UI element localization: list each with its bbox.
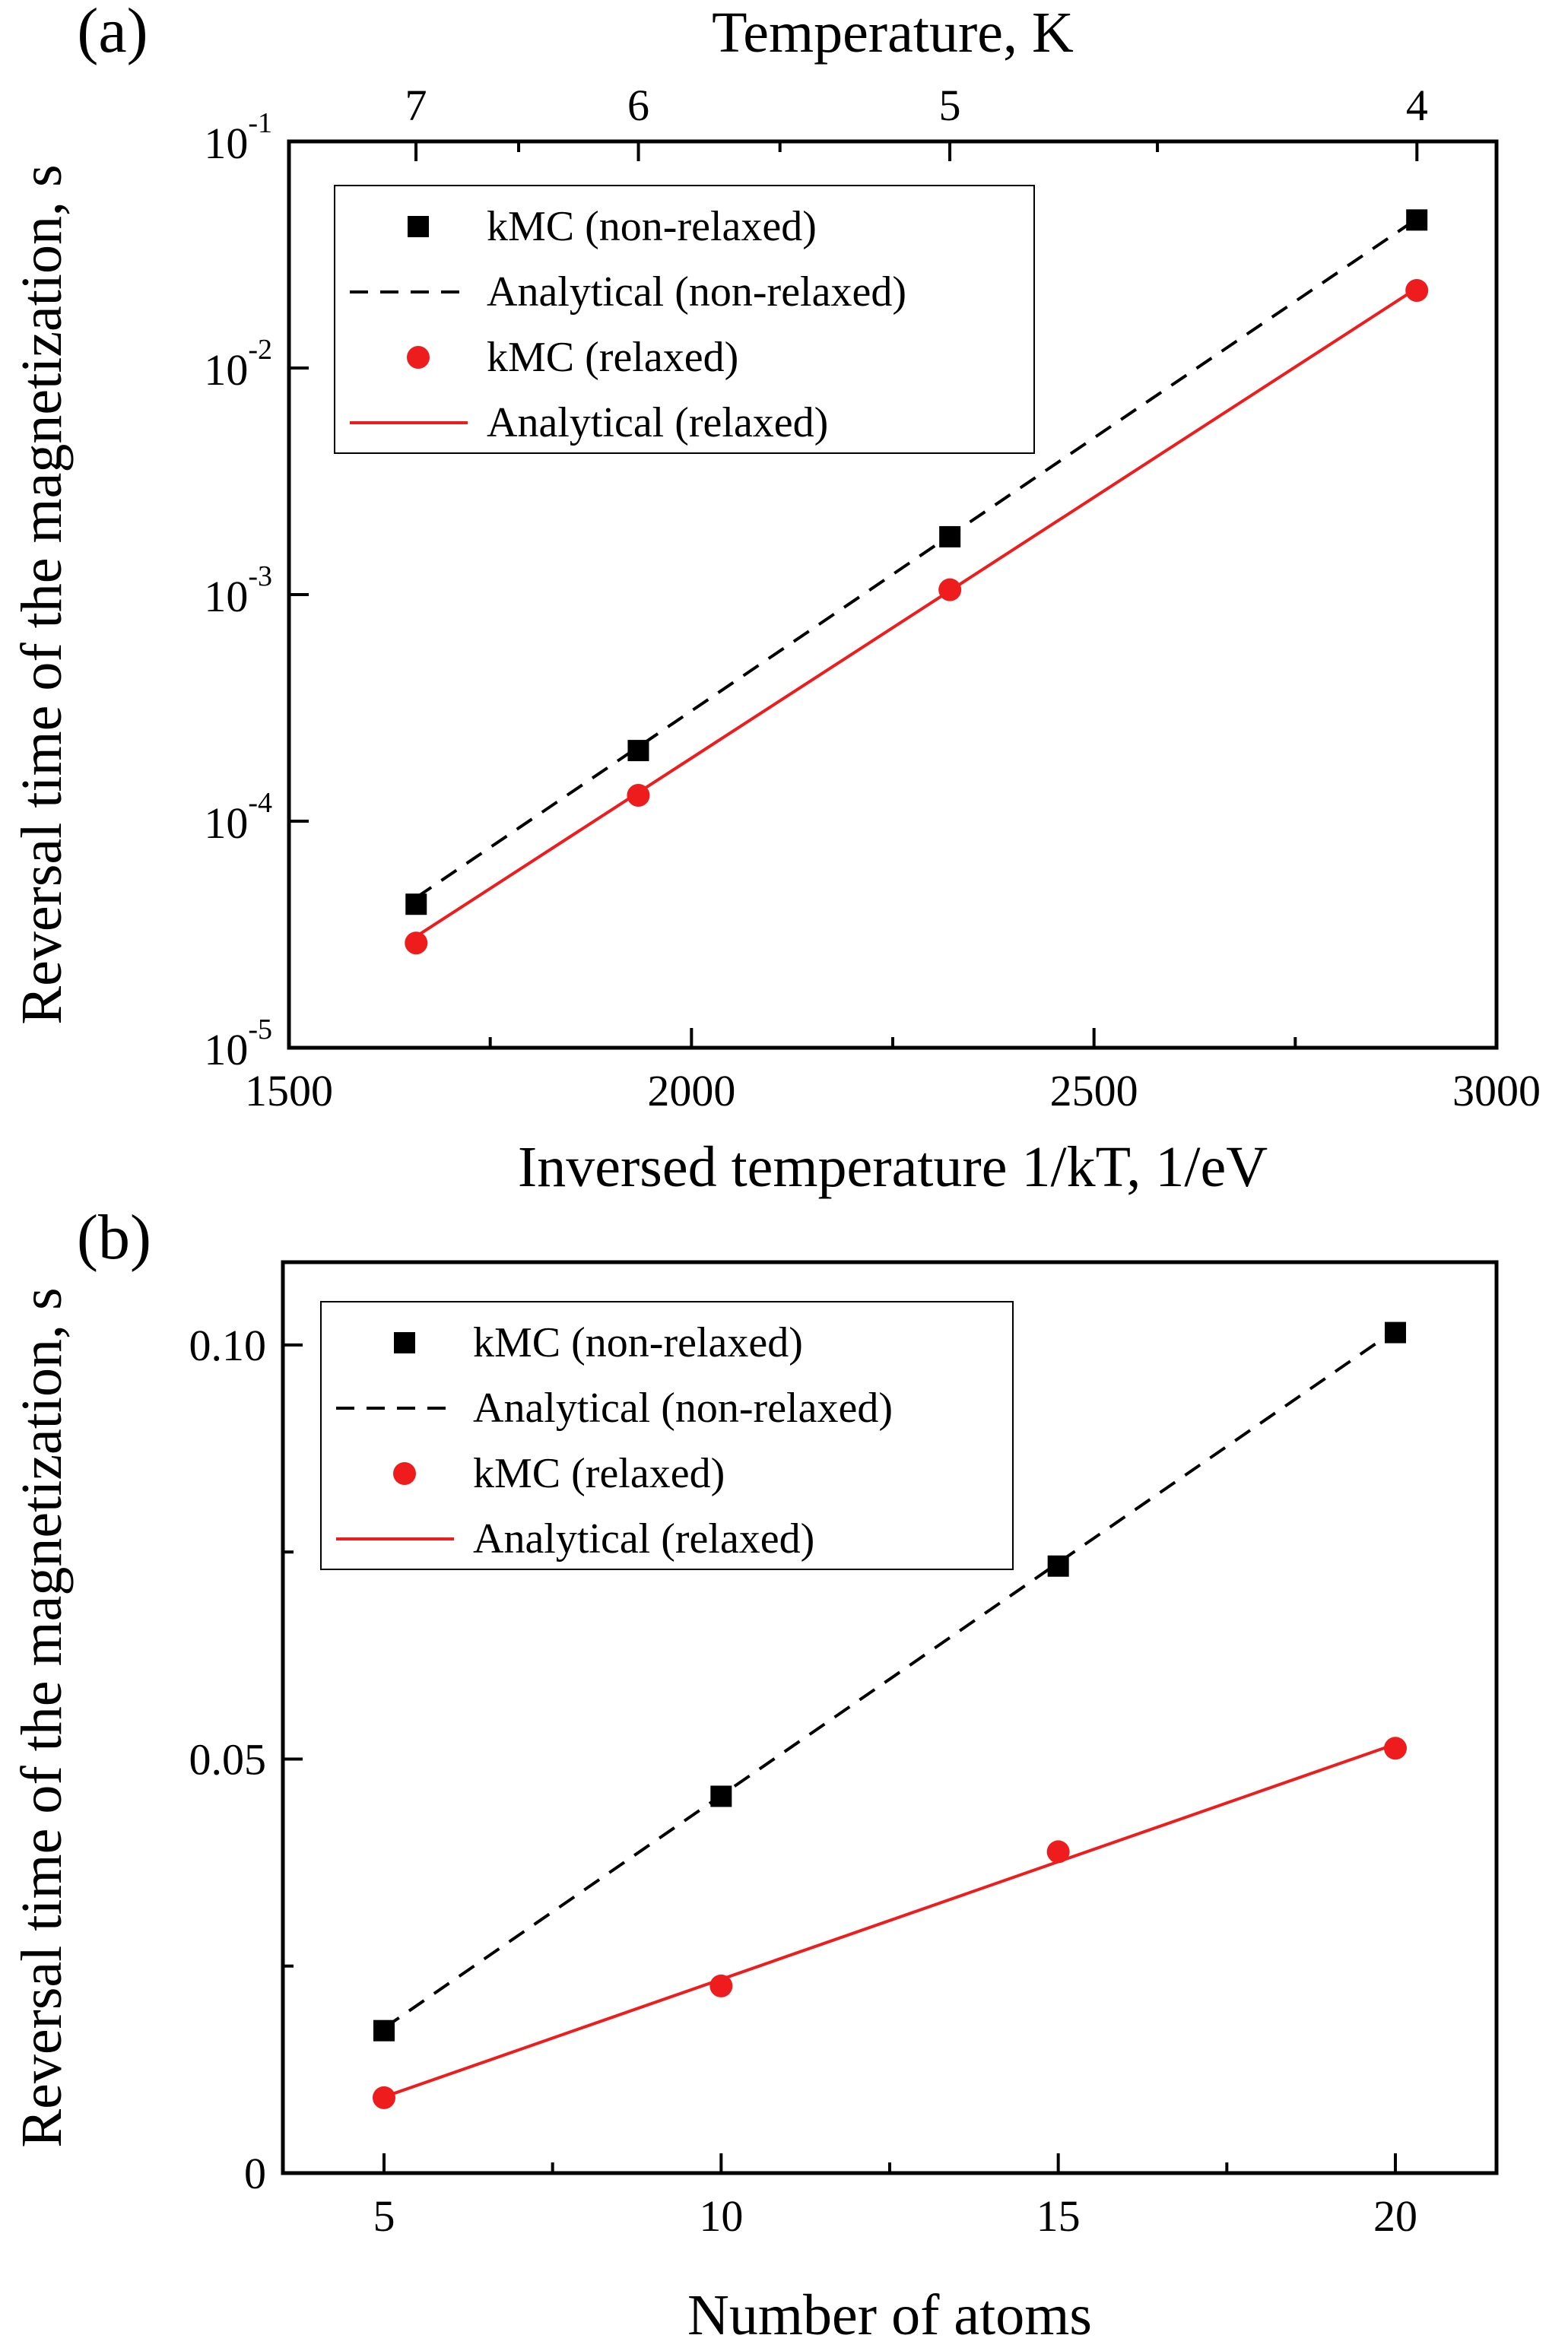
x-axis-title: Inversed temperature 1/kT, 1/eV	[518, 1135, 1268, 1199]
x-tick-label: 1500	[245, 1066, 333, 1115]
x-tick-label: 3000	[1452, 1066, 1541, 1115]
data-point-square	[627, 740, 649, 762]
y-tick-label: 10-3	[204, 560, 272, 621]
legend-entry: Analytical (non-relaxed)	[487, 268, 906, 316]
chart-panel-a: (a) 1500 2000 2500 3000 10-5 10-4 10-3 10-2 10-1 7…	[10, 0, 1541, 1199]
data-point-square	[1047, 1555, 1069, 1577]
series-line-1	[415, 217, 1418, 899]
data-point-circle	[1384, 1737, 1407, 1760]
data-point-square	[710, 1785, 732, 1807]
series-line-3	[383, 1742, 1396, 2099]
legend-symbol-circle	[407, 346, 430, 369]
panel-label: (a)	[77, 0, 148, 66]
top-axis-title: Temperature, K	[712, 1, 1074, 65]
data-point-circle	[709, 1974, 733, 1997]
y-tick-label: 10-1	[204, 107, 272, 168]
y-tick-label: 10-2	[204, 334, 272, 395]
chart-panel-b: (b) 5 10 15 20 0 0.05 0.10 Number of atoms Revers…	[10, 1202, 1499, 2347]
data-point-circle	[627, 784, 650, 807]
y-tick-label: 0.05	[189, 1734, 267, 1784]
x-tick-label: 15	[1036, 2191, 1081, 2241]
y-tick-label: 0	[244, 2149, 266, 2198]
data-point-square	[1406, 209, 1428, 231]
x-tick-label: 2500	[1050, 1066, 1138, 1115]
legend-entry: kMC (relaxed)	[487, 334, 738, 381]
x-tick-label: 2000	[647, 1066, 735, 1115]
data-point-square	[373, 2019, 395, 2042]
legend-entry: kMC (non-relaxed)	[487, 203, 817, 250]
x-tick-label: 20	[1373, 2191, 1417, 2241]
legend-symbol-circle	[393, 1462, 416, 1485]
legend-symbol-square	[394, 1332, 415, 1353]
legend-box	[320, 1301, 1014, 1570]
legend-entry: Analytical (non-relaxed)	[473, 1385, 893, 1432]
data-point-circle	[1405, 278, 1429, 302]
data-point-square	[405, 893, 427, 915]
x-tick-label: 10	[699, 2191, 743, 2241]
data-point-circle	[373, 2086, 395, 2109]
legend-symbol-square	[408, 216, 429, 237]
top-tick-label: 6	[627, 81, 649, 130]
y-tick-label: 10-5	[204, 1014, 272, 1074]
series-line-1	[382, 1328, 1397, 2030]
data-point-circle	[938, 578, 962, 601]
y-axis-title: Reversal time of the magnetization, s	[10, 1287, 74, 2147]
data-point-square	[939, 525, 961, 547]
legend-entry: Analytical (relaxed)	[473, 1515, 814, 1563]
y-axis-title: Reversal time of the magnetization, s	[10, 164, 74, 1024]
y-tick-label: 10-4	[204, 787, 272, 848]
legend-entry: kMC (relaxed)	[473, 1450, 725, 1497]
top-tick-label: 5	[939, 81, 961, 130]
x-tick-label: 5	[373, 2191, 395, 2241]
x-axis-title: Number of atoms	[687, 2283, 1092, 2347]
legend-box	[334, 185, 1035, 454]
legend-entry: Analytical (relaxed)	[487, 399, 828, 446]
top-tick-label: 7	[405, 81, 427, 130]
data-point-square	[1385, 1321, 1406, 1344]
top-tick-label: 4	[1406, 81, 1428, 130]
panel-label: (b)	[77, 1202, 151, 1273]
data-point-circle	[1046, 1840, 1070, 1864]
y-tick-label: 0.10	[189, 1321, 267, 1370]
series-line-3	[415, 287, 1418, 938]
data-point-circle	[405, 931, 428, 955]
legend-entry: kMC (non-relaxed)	[473, 1319, 803, 1366]
